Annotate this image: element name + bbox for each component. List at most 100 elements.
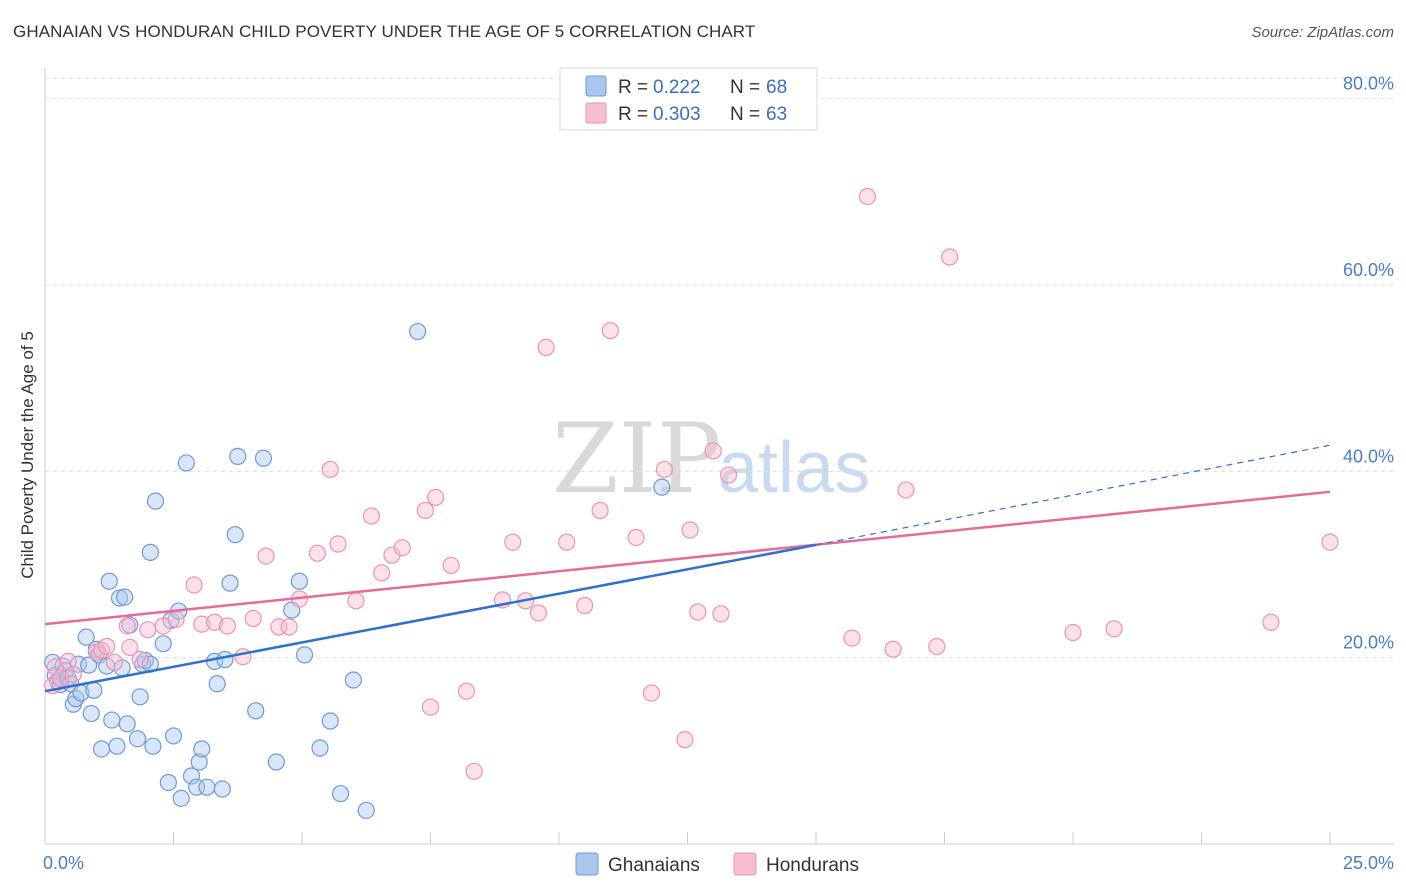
hondurans-point-51 <box>676 731 694 749</box>
ghanaians-point-63 <box>331 785 350 803</box>
hondurans-point-62 <box>941 248 959 266</box>
hondurans-point-19 <box>234 648 252 666</box>
hondurans-point-30 <box>373 564 391 582</box>
hondurans-point-66 <box>1321 533 1339 551</box>
ghanaians-point-20 <box>100 572 118 590</box>
hondurans-point-14 <box>167 610 185 629</box>
ghanaians-point-67 <box>653 478 671 496</box>
hondurans-point-2 <box>51 669 70 687</box>
hondurans-point-33 <box>416 501 434 520</box>
hondurans-point-42 <box>529 604 548 622</box>
hondurans-point-49 <box>642 684 661 702</box>
hondurans-point-55 <box>712 605 730 623</box>
hondurans-point-48 <box>627 528 645 547</box>
hondurans-point-47 <box>601 322 620 340</box>
hondurans-point-36 <box>442 556 460 575</box>
ghanaians-point-65 <box>357 801 375 820</box>
ghanaians-point-18 <box>92 740 111 758</box>
y-tick-label-60: 60.0% <box>1343 260 1394 280</box>
hondurans-point-32 <box>393 539 411 557</box>
ghanaians-point-42 <box>177 454 195 472</box>
hondurans-point-21 <box>257 547 275 565</box>
ghanaians-point-45 <box>190 753 208 771</box>
hondurans-point-43 <box>537 338 555 356</box>
hondurans-point-54 <box>704 442 722 460</box>
hondurans-point-20 <box>244 609 262 628</box>
hondurans-point-46 <box>591 501 609 520</box>
hondurans-point-34 <box>421 698 440 716</box>
hondurans-point-10 <box>121 638 139 657</box>
ghanaians-point-15 <box>85 681 103 699</box>
ghanaians-point-50 <box>213 780 231 798</box>
ghanaians-trendline-extension <box>815 444 1331 546</box>
legend-swatch-hondurans <box>585 102 607 124</box>
ghanaians-point-14 <box>82 704 100 723</box>
ghanaians-trendline <box>44 543 817 693</box>
hondurans-point-52 <box>681 521 699 539</box>
ghanaians-point-59 <box>290 572 309 590</box>
legend-n-label-hondurans: N = <box>730 104 760 125</box>
chart-title: GHANAIAN VS HONDURAN CHILD POVERTY UNDER… <box>13 22 756 41</box>
legend-n-value-ghanaians: 68 <box>766 77 787 98</box>
hondurans-point-9 <box>118 617 136 635</box>
hondurans-point-12 <box>139 621 157 639</box>
legend-r-value-ghanaians: 0.222 <box>653 77 701 98</box>
hondurans-point-17 <box>206 613 224 631</box>
ghanaians-point-60 <box>295 646 314 664</box>
ghanaians-point-25 <box>116 588 134 606</box>
watermark-zip: ZIP <box>552 403 721 515</box>
hondurans-point-44 <box>558 533 576 551</box>
ghanaians-point-26 <box>118 715 136 733</box>
hondurans-point-3 <box>59 652 77 670</box>
y-axis-label: Child Poverty Under the Age of 5 <box>18 331 37 579</box>
hondurans-point-63 <box>1064 623 1082 642</box>
bottom-legend-label-ghanaians: Ghanaians <box>608 855 700 876</box>
hondurans-point-27 <box>329 535 347 553</box>
hondurans-point-57 <box>843 629 861 647</box>
ghanaians-point-34 <box>144 737 162 755</box>
hondurans-point-38 <box>465 762 483 780</box>
legend-r-label-ghanaians: R = <box>618 77 648 98</box>
hondurans-point-45 <box>576 596 594 615</box>
hondurans-point-29 <box>362 507 380 525</box>
watermark-atlas: atlas <box>718 428 870 508</box>
legend-box: R = 0.222 N = 68 R = 0.303 N = 63 <box>559 67 818 131</box>
hondurans-point-53 <box>689 603 707 621</box>
hondurans-point-65 <box>1262 613 1280 631</box>
hondurans-point-15 <box>185 576 203 594</box>
hondurans-point-23 <box>280 618 298 636</box>
hondurans-point-8 <box>105 653 123 671</box>
ghanaians-point-66 <box>409 322 427 341</box>
hondurans-point-58 <box>858 187 877 206</box>
ghanaians-point-61 <box>311 739 329 757</box>
ghanaians-point-56 <box>254 449 273 467</box>
ghanaians-point-62 <box>321 712 339 730</box>
hondurans-point-50 <box>655 460 673 479</box>
ghanaians-point-23 <box>110 589 129 607</box>
y-tick-label-20: 20.0% <box>1343 633 1394 653</box>
hondurans-trendline <box>44 490 1331 626</box>
x-tick-label-min: 0.0% <box>43 853 84 873</box>
hondurans-point-37 <box>457 682 476 700</box>
legend-n-label-ghanaians: N = <box>730 77 760 98</box>
ghanaians-point-47 <box>198 778 216 796</box>
hondurans-point-61 <box>928 637 946 656</box>
ghanaians-point-37 <box>159 773 177 792</box>
ghanaians-point-35 <box>146 492 165 510</box>
hondurans-point-1 <box>46 658 64 676</box>
legend-swatch-ghanaians <box>585 75 607 97</box>
bottom-legend-label-hondurans: Hondurans <box>766 855 859 876</box>
hondurans-point-40 <box>504 533 522 551</box>
ghanaians-point-39 <box>164 727 183 745</box>
hondurans-point-26 <box>321 460 339 479</box>
ghanaians-point-22 <box>108 737 126 755</box>
hondurans-point-16 <box>193 615 211 633</box>
hondurans-point-59 <box>884 640 902 658</box>
ghanaians-point-36 <box>154 635 172 653</box>
hondurans-point-18 <box>218 617 237 635</box>
hondurans-point-11 <box>131 650 149 669</box>
hondurans-point-64 <box>1105 620 1123 638</box>
ghanaians-point-29 <box>131 688 149 706</box>
hondurans-point-28 <box>347 592 365 610</box>
